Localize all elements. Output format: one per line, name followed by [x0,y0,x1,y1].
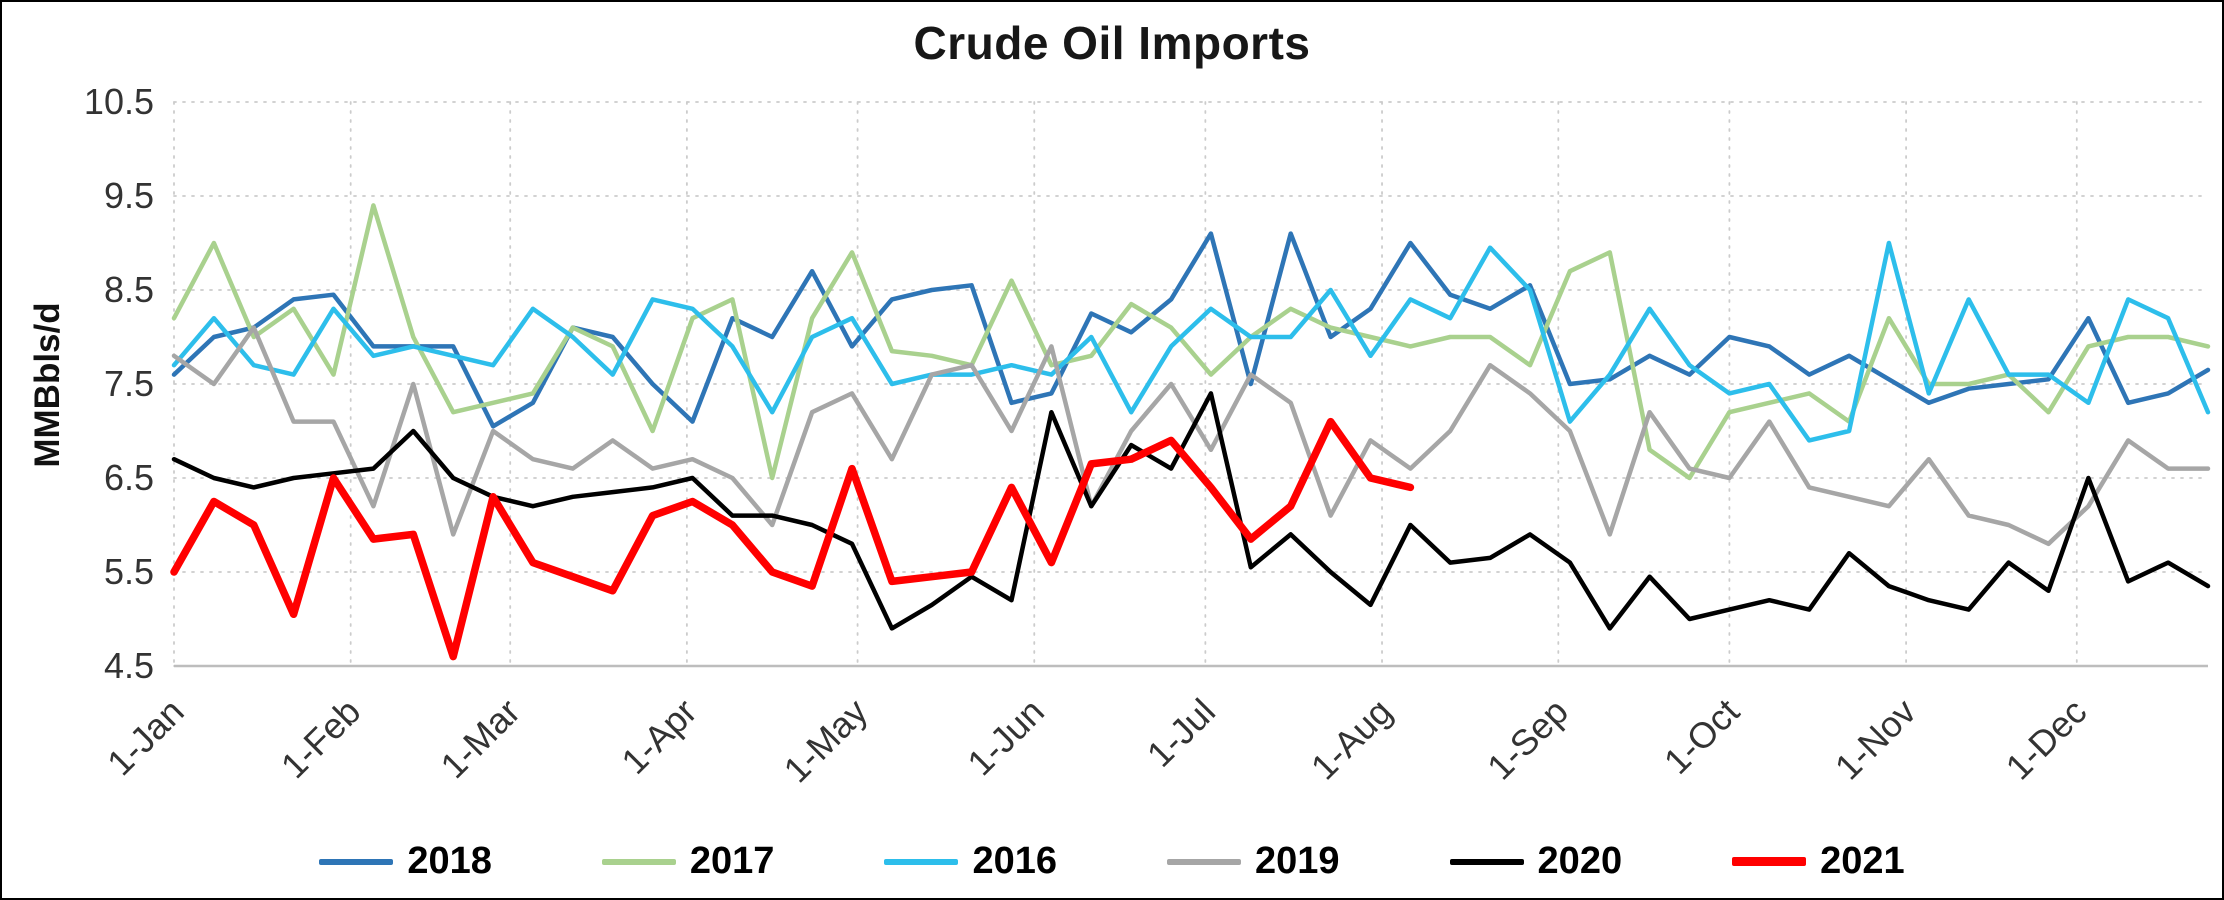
legend-swatch-2017 [601,858,676,865]
legend: 2018 2017 2016 2019 2020 2021 [2,840,2222,883]
x-tick-label: 1-Sep [1479,691,1576,788]
legend-item-2016: 2016 [884,840,1057,883]
y-tick-label: 10.5 [84,81,154,122]
legend-item-2019: 2019 [1167,840,1340,883]
y-tick-label: 6.5 [104,457,154,498]
legend-label: 2017 [689,840,775,882]
x-tick-label: 1-Jul [1139,691,1223,775]
legend-label: 2018 [407,840,492,882]
y-tick-label: 9.5 [104,175,154,216]
x-tick-label: 1-Oct [1656,691,1747,782]
legend-item-2021: 2021 [1732,840,1905,883]
legend-label: 2019 [1255,840,1340,882]
legend-swatch-2021 [1732,857,1807,866]
series-line-2021 [170,417,1415,661]
y-tick-label: 8.5 [104,269,154,310]
x-tick-label: 1-Jan [99,691,192,784]
line-chart: 10.5 9.5 8.5 7.5 6.5 5.5 4.5 1-Jan 1-Feb 1-Mar 1-A… [84,81,2211,791]
legend-swatch-2016 [884,858,959,865]
legend-swatch-2020 [1449,858,1524,865]
y-tick-label: 4.5 [104,645,154,686]
legend-item-2020: 2020 [1449,840,1623,883]
x-tick-label: 1-Feb [273,691,368,786]
legend-label: 2021 [1820,840,1905,882]
x-tick-label: 1-Apr [613,691,704,782]
series-line-2017 [171,203,2211,481]
chart-title: Crude Oil Imports [913,17,1311,69]
legend-swatch-2018 [319,858,394,865]
legend-swatch-2019 [1167,858,1241,865]
series-line-2016 [171,240,2211,443]
y-tick-label: 7.5 [104,363,154,404]
series-line-2020 [171,391,2211,631]
x-tick-label: 1-Aug [1303,691,1400,788]
x-tick-label: 1-Jun [959,691,1052,784]
series-line-2019 [171,325,2211,547]
x-tick-label: 1-Nov [1827,691,1924,788]
x-tick-label: 1-May [776,691,876,791]
legend-label: 2020 [1537,840,1623,882]
legend-item-2017: 2017 [601,840,775,883]
x-tick-label: 1-Dec [1998,691,2095,788]
legend-label: 2016 [972,840,1057,882]
y-tick-label: 5.5 [104,551,154,592]
x-tick-label: 1-Mar [432,691,527,786]
legend-item-2018: 2018 [319,840,492,883]
